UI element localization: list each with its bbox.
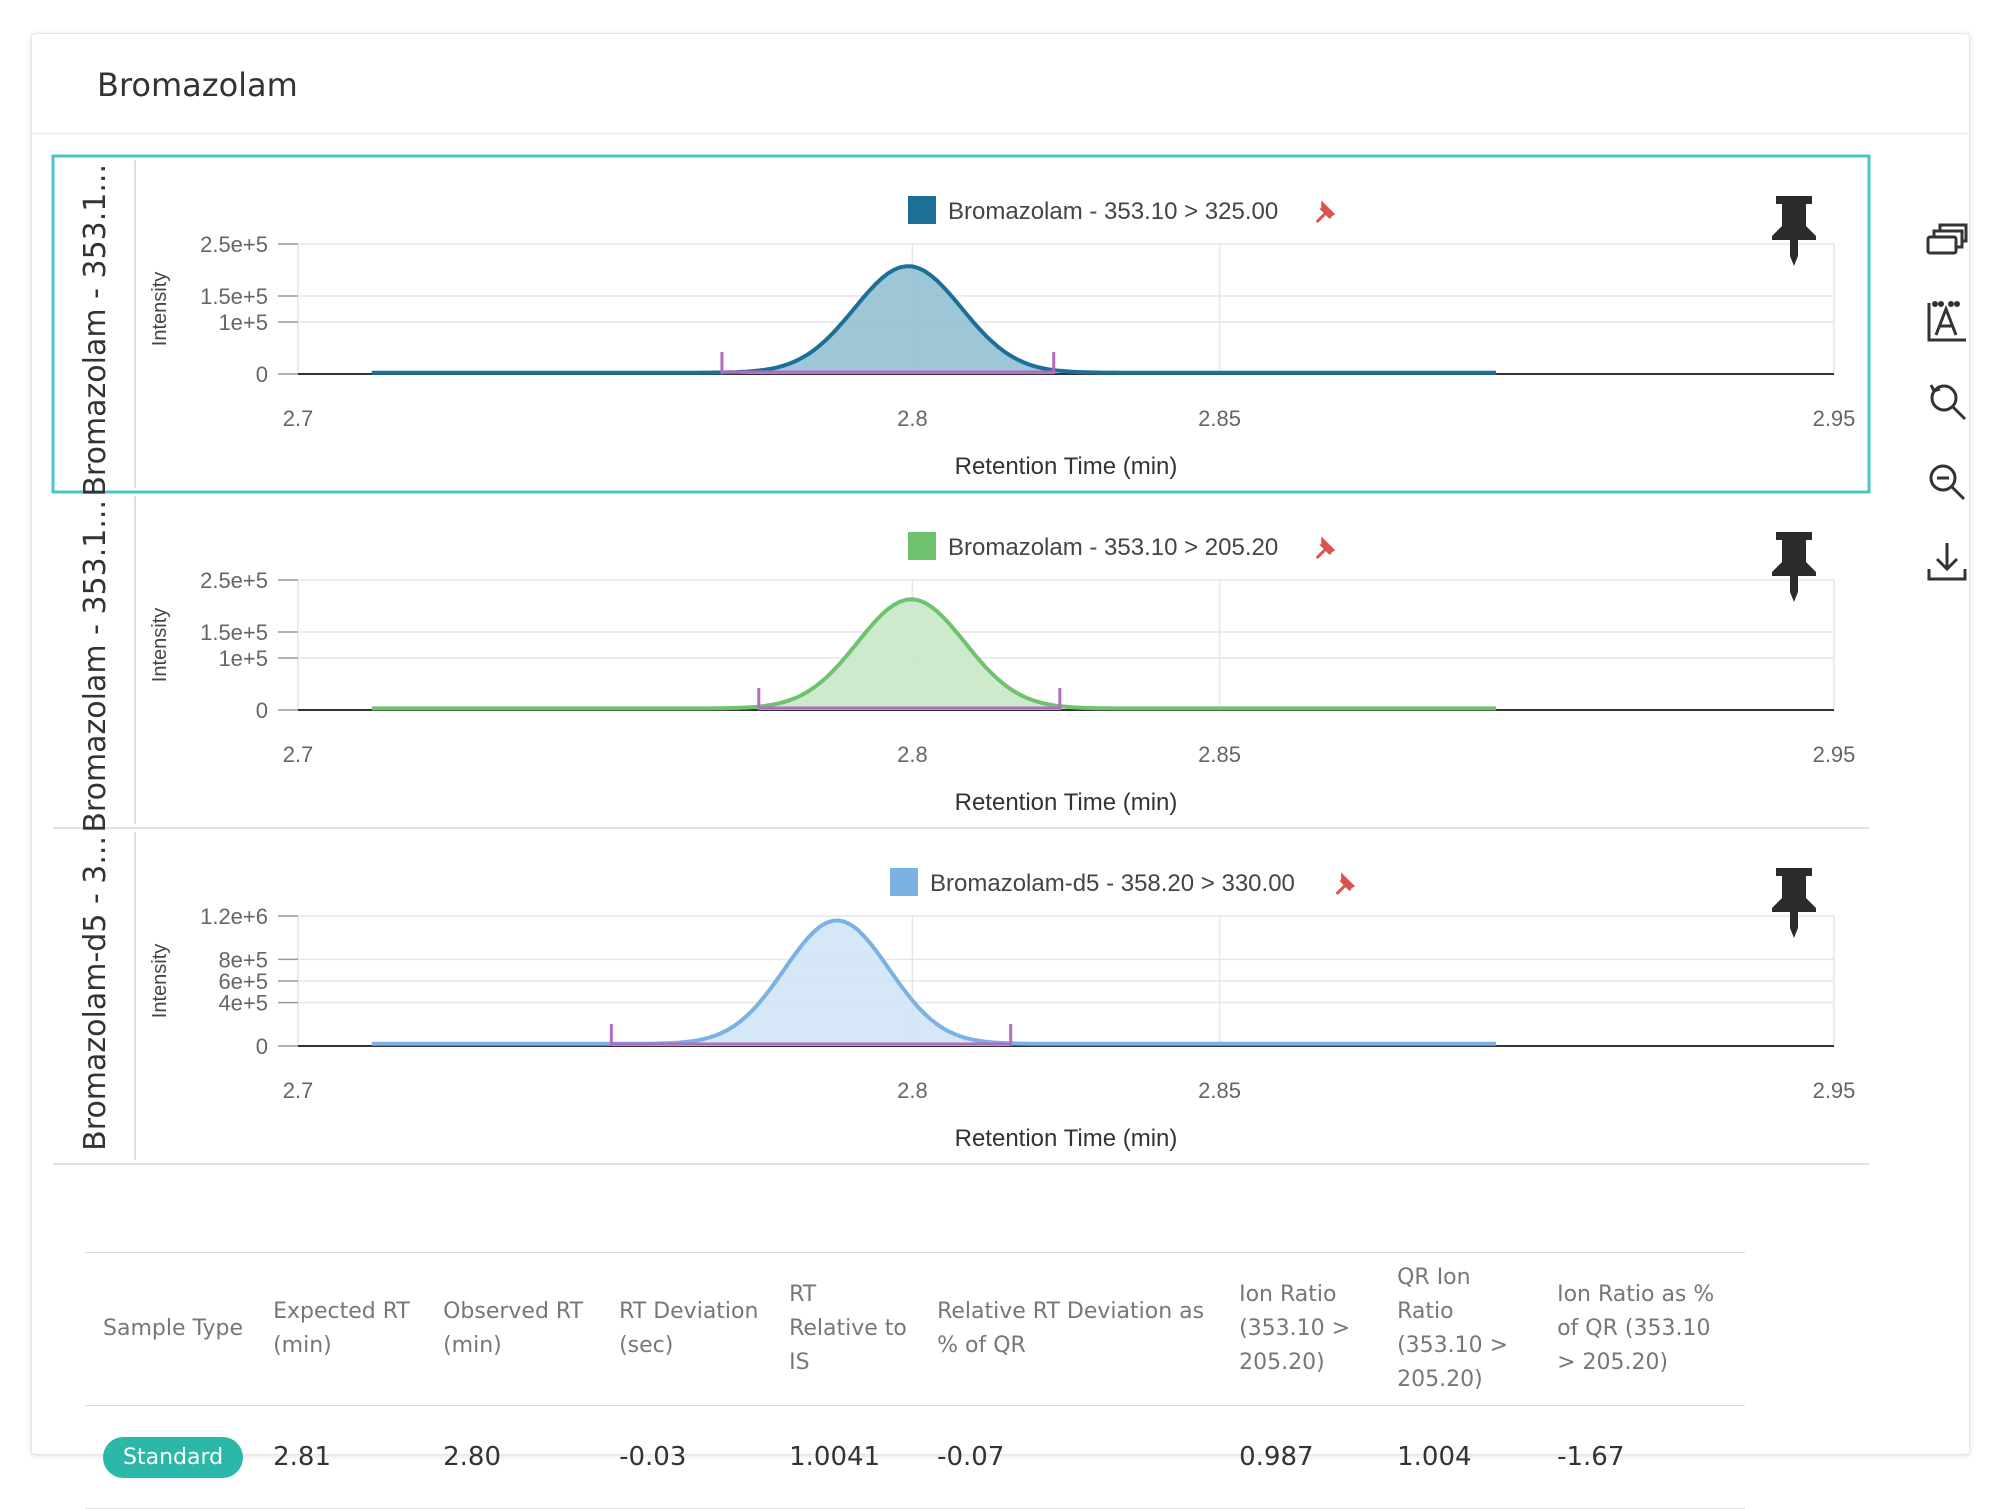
header-ion-ratio: Ion Ratio (353.10 > 205.20): [1221, 1252, 1380, 1406]
metrics-table: Sample Type Expected RT (min) Observed R…: [85, 1252, 1746, 1509]
pin-shape: [1315, 536, 1336, 560]
legend-label: Bromazolam-d5 - 358.20 > 330.00: [930, 870, 1295, 897]
y-tick-label: 1.5e+5: [200, 620, 268, 645]
peak-area: [758, 599, 1060, 710]
y-axis-label: Intensity: [149, 272, 171, 346]
peak-area: [611, 920, 1011, 1046]
y-tick-label: 2.5e+5: [200, 568, 268, 593]
y-tick-label: 2.5e+5: [200, 232, 268, 257]
y-tick-label: 8e+5: [218, 947, 268, 972]
chart-panel: Bromazolam - 353.1... 2.7 2.8 2.85 2.95 2.5e+…: [53, 496, 1869, 833]
y-axis-label: Intensity: [149, 608, 171, 682]
legend-pin-icon: [1315, 200, 1336, 224]
x-tick-label: 2.8: [897, 742, 928, 767]
pin-icon: [1772, 196, 1816, 266]
header-observed-rt: Observed RT (min): [425, 1252, 602, 1406]
pin-icon: [1772, 868, 1816, 938]
chart-panel: Bromazolam - 353.1... 2.7 2.8 2.85 2.95 2.5e+…: [51, 154, 1871, 497]
selected-chart-frame: [51, 154, 1871, 494]
chart-panel: Bromazolam-d5 - 3... 2.7 2.8 2.85 2.95 1.2e+6…: [53, 832, 1869, 1165]
chromatogram-charts: Bromazolam - 353.1... 2.7 2.8 2.85 2.95 2.5e+…: [51, 154, 1871, 1165]
header-ion-ratio-pct-qr: Ion Ratio as % of QR (353.10 > 205.20): [1539, 1252, 1746, 1406]
cell-ion-ratio: 0.987: [1221, 1405, 1380, 1509]
layers-icon[interactable]: [1917, 212, 1977, 272]
pin-shape: [1772, 532, 1816, 602]
y-tick-label: 1.5e+5: [200, 284, 268, 309]
download-icon[interactable]: [1917, 532, 1977, 592]
legend-pin-icon: [1335, 872, 1356, 896]
pin-icon: [1772, 532, 1816, 602]
cell-observed-rt: 2.80: [425, 1405, 602, 1509]
card-title: Bromazolam: [97, 66, 298, 104]
peak-area: [721, 266, 1054, 374]
compound-card: Bromazolam: [31, 33, 1970, 1509]
y-axis-label: Intensity: [149, 944, 171, 1018]
chart-toolbar: [1917, 212, 1977, 612]
chromatogram-line: [371, 597, 1497, 711]
x-tick-label: 2.95: [1813, 406, 1856, 431]
x-axis-label: Retention Time (min): [955, 1125, 1178, 1152]
cell-rt-relative-is: 1.0041: [771, 1405, 920, 1509]
y-tick-label: 0: [256, 362, 268, 387]
legend-label: Bromazolam - 353.10 > 205.20: [948, 534, 1278, 561]
autoscale-icon[interactable]: [1917, 292, 1977, 352]
header-rt-relative-is: RT Relative to IS: [771, 1252, 920, 1406]
x-tick-label: 2.8: [897, 1078, 928, 1103]
header-rt-deviation: RT Deviation (sec): [601, 1252, 772, 1406]
cell-relative-rt-deviation: -0.07: [919, 1405, 1222, 1509]
pin-shape: [1335, 872, 1356, 896]
sample-type-badge: Standard: [103, 1436, 244, 1478]
x-axis-label: Retention Time (min): [955, 453, 1178, 480]
y-tick-label: 0: [256, 698, 268, 723]
x-tick-label: 2.85: [1198, 742, 1241, 767]
zoom-reset-icon[interactable]: [1917, 372, 1977, 432]
header-expected-rt: Expected RT (min): [255, 1252, 426, 1406]
x-tick-label: 2.95: [1813, 742, 1856, 767]
header-qr-ion-ratio: QR Ion Ratio (353.10 > 205.20): [1379, 1252, 1540, 1406]
zoom-in-icon[interactable]: [1917, 452, 1977, 512]
x-axis-label: Retention Time (min): [955, 789, 1178, 816]
legend-swatch: [908, 532, 936, 560]
y-tick-label: 4e+5: [218, 991, 268, 1016]
x-tick-label: 2.8: [897, 406, 928, 431]
chromatogram-line: [371, 264, 1497, 375]
pin-shape: [1772, 196, 1816, 266]
side-label: Bromazolam - 353.1...: [78, 164, 113, 497]
x-tick-label: 2.85: [1198, 1078, 1241, 1103]
legend-swatch: [890, 868, 918, 896]
cell-ion-ratio-pct-qr: -1.67: [1539, 1405, 1746, 1509]
cell-qr-ion-ratio: 1.004: [1379, 1405, 1540, 1509]
pin-shape: [1772, 868, 1816, 938]
x-tick-label: 2.95: [1813, 1078, 1856, 1103]
chromatogram-line: [371, 918, 1497, 1046]
y-tick-label: 6e+5: [218, 969, 268, 994]
x-tick-label: 2.85: [1198, 406, 1241, 431]
legend-swatch: [908, 196, 936, 224]
metrics-header-row: Sample Type Expected RT (min) Observed R…: [85, 1252, 1746, 1406]
y-tick-label: 1e+5: [218, 310, 268, 335]
side-label: Bromazolam-d5 - 3...: [78, 836, 113, 1151]
x-tick-label: 2.7: [283, 742, 314, 767]
legend-label: Bromazolam - 353.10 > 325.00: [948, 198, 1278, 225]
side-label: Bromazolam - 353.1...: [78, 500, 113, 833]
legend-pin-icon: [1315, 536, 1336, 560]
cell-rt-deviation: -0.03: [601, 1405, 772, 1509]
y-tick-label: 1e+5: [218, 646, 268, 671]
y-tick-label: 0: [256, 1034, 268, 1059]
header-relative-rt-deviation: Relative RT Deviation as % of QR: [919, 1252, 1222, 1406]
table-row: Standard 2.81 2.80 -0.03 1.0041 -0.07 0.…: [85, 1405, 1746, 1509]
cell-expected-rt: 2.81: [255, 1405, 426, 1509]
y-tick-label: 1.2e+6: [200, 904, 268, 929]
pin-shape: [1315, 200, 1336, 224]
header-sample-type: Sample Type: [85, 1252, 256, 1406]
card-header: Bromazolam: [32, 34, 1969, 134]
x-tick-label: 2.7: [283, 1078, 314, 1103]
x-tick-label: 2.7: [283, 406, 314, 431]
